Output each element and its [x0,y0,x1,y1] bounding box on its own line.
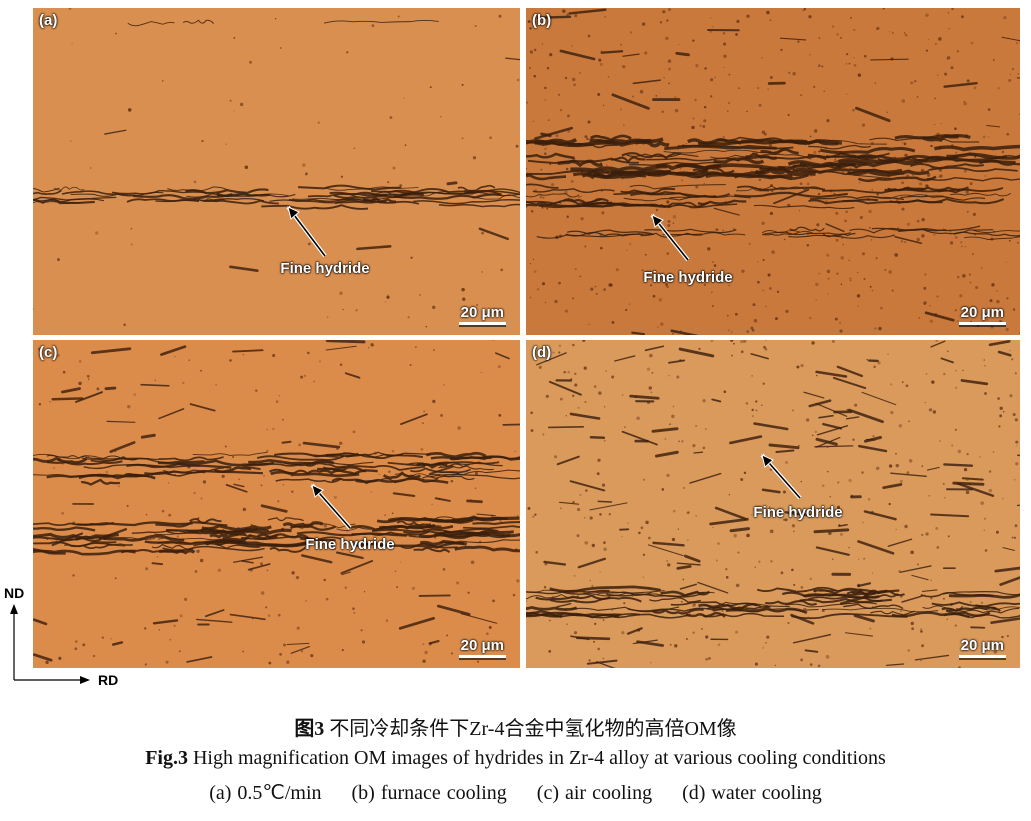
caption-cn-text: 不同冷却条件下Zr-4合金中氢化物的高倍OM像 [329,718,737,740]
panel-c: (c) Fine hydride 20 μm [33,340,520,668]
subcaption-a: (a) 0.5℃/min [209,782,322,804]
rd-label: RD [98,672,119,688]
panel-d: (d) Fine hydride 20 μm [526,340,1020,668]
subcaption-b: (b) furnace cooling [351,782,507,804]
caption-en-text: High magnification OM images of hydrides… [192,747,886,769]
micrograph-texture [33,340,520,666]
micrograph-texture [526,8,1020,335]
caption-en-label: Fig.3 [145,747,188,769]
panel-label: (a) [39,12,58,29]
micrograph-texture [33,8,520,328]
fine-hydride-annotation: Fine hydride [305,536,395,553]
nd-label: ND [4,585,25,601]
panel-label: (c) [39,344,58,361]
fine-hydride-annotation: Fine hydride [280,260,370,277]
panel-label: (b) [532,12,552,29]
panel-a: (a) Fine hydride 20 μm [33,8,520,335]
subcaption-d: (d) water cooling [682,782,822,804]
panel-b: (b) Fine hydride 20 μm [526,8,1020,335]
scale-bar: 20 μm [458,304,506,325]
subcaptions: (a) 0.5℃/min (b) furnace cooling (c) air… [0,780,1031,805]
caption-en: Fig.3 High magnification OM images of hy… [0,747,1031,770]
fine-hydride-annotation: Fine hydride [643,269,733,286]
panel-label: (d) [532,344,552,361]
caption-cn-label: 图3 [294,718,325,740]
scale-bar: 20 μm [958,304,1006,325]
subcaption-c: (c) air cooling [536,782,653,804]
micrograph-texture [526,340,1020,668]
scale-bar: 20 μm [958,637,1006,658]
scale-bar: 20 μm [458,637,506,658]
fine-hydride-annotation: Fine hydride [753,504,843,521]
caption-cn: 图3 不同冷却条件下Zr-4合金中氢化物的高倍OM像 [0,712,1031,741]
axis-arrows-icon [10,604,90,684]
orientation-axes: ND RD [0,580,118,690]
